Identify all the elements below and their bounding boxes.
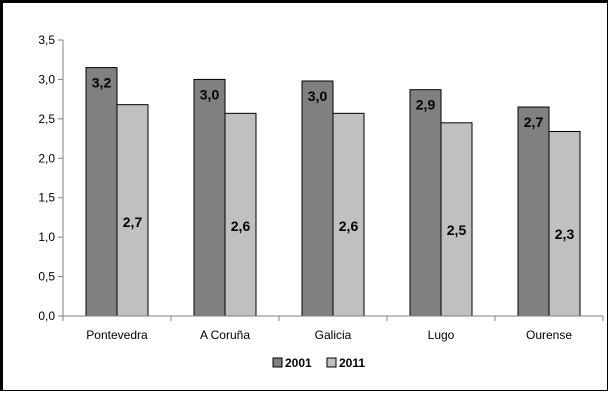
bar-chart: 0,0 0,5 1,0 1,5 2,0 2,5 3,0 3,5 3,2 2,7 3,0 2,6 3,0… [38,33,604,370]
data-label-2001: 3,0 [200,86,220,102]
data-label-2001: 3,0 [308,88,328,104]
data-label-2001: 2,9 [416,97,436,113]
legend-label-2011: 2011 [339,356,365,370]
legend-label-2001: 2001 [285,356,312,370]
bar-2011 [116,104,149,317]
bar-2011 [224,112,257,317]
y-tick-label: 3,0 [38,72,55,86]
y-tick-label: 1,0 [38,230,55,244]
y-tick-label: 2,5 [38,112,55,126]
bar-2001 [85,67,118,317]
y-axis: 0,0 0,5 1,0 1,5 2,0 2,5 3,0 3,5 [38,33,64,323]
data-label-2011: 2,3 [555,226,575,242]
x-axis: Pontevedra A Coruña Galicia Lugo Ourense [62,315,604,342]
data-label-2011: 2,7 [123,214,143,230]
data-label-2011: 2,6 [231,218,251,234]
y-tick-label: 3,5 [38,33,55,47]
bar-2001 [301,80,334,317]
bar-2001 [409,89,442,317]
legend-swatch-2001 [272,357,283,368]
x-tick-label: A Coruña [200,328,250,342]
x-tick-label: Pontevedra [86,328,148,342]
bar-2001 [193,78,226,317]
y-tick-label: 0,5 [38,270,55,284]
bars: 3,2 2,7 3,0 2,6 3,0 2,6 2,9 2,5 2,7 2,3 [85,67,581,317]
data-label-2001: 3,2 [92,75,112,91]
x-tick-label: Lugo [428,328,455,342]
y-tick-label: 0,0 [38,309,55,323]
y-tick-label: 2,0 [38,151,55,165]
y-tick-label: 1,5 [38,191,55,205]
data-label-2011: 2,5 [447,222,467,238]
bar-2011 [548,130,581,317]
data-label-2001: 2,7 [524,114,544,130]
bar-2001 [517,106,550,317]
legend: 2001 2011 [272,356,365,370]
data-label-2011: 2,6 [339,218,359,234]
x-tick-label: Galicia [315,328,352,342]
legend-swatch-2011 [326,357,337,368]
bar-2011 [440,122,473,317]
x-tick-label: Ourense [526,328,572,342]
bar-2011 [332,112,365,317]
